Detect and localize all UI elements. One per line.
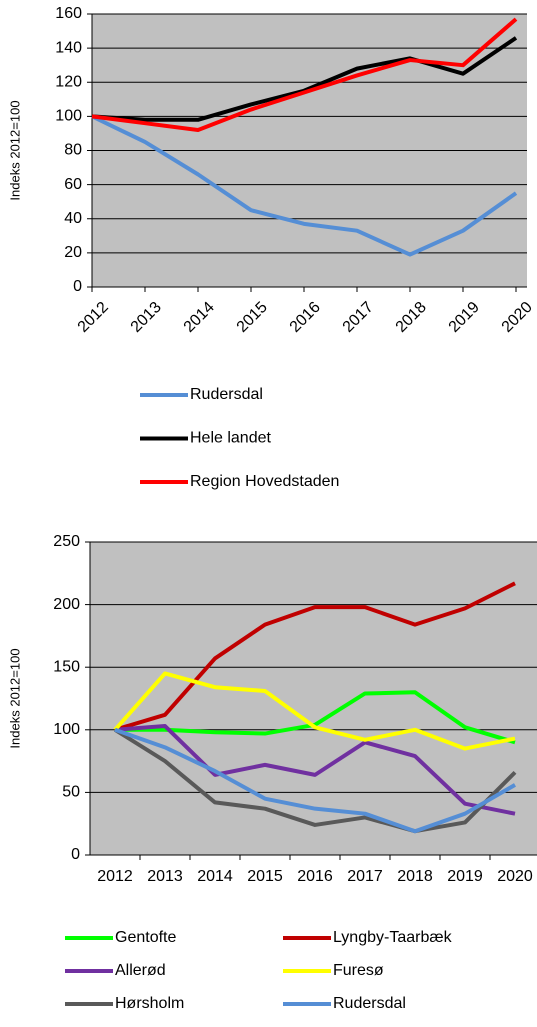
x-tick-label: 2014 [197, 868, 233, 885]
x-tick-label: 2013 [147, 868, 183, 885]
x-tick-label: 2018 [393, 299, 430, 336]
y-tick-label: 20 [64, 244, 82, 261]
x-tick-label: 2020 [497, 868, 533, 885]
series-line [91, 114, 518, 257]
legend-label: Lyngby-Taarbæk [333, 929, 453, 946]
legend-label: Rudersdal [190, 386, 263, 403]
series-line [115, 690, 516, 745]
series-line [114, 581, 516, 732]
x-tick-label: 2018 [397, 868, 433, 885]
series-line [114, 727, 516, 834]
y-axis-label: Indeks 2012=100 [7, 100, 22, 200]
x-tick-label: 2020 [499, 299, 536, 336]
x-tick-label: 2014 [181, 299, 218, 336]
x-tick-label: 2013 [128, 299, 165, 336]
series-line [113, 728, 517, 834]
series-line [113, 671, 516, 751]
y-tick-label: 200 [53, 596, 80, 613]
x-tick-label: 2019 [446, 299, 483, 336]
x-tick-label: 2012 [97, 868, 133, 885]
x-tick-label: 2019 [447, 868, 483, 885]
y-tick-label: 150 [53, 658, 80, 675]
x-tick-label: 2017 [340, 299, 377, 336]
x-tick-label: 2015 [247, 868, 283, 885]
legend-label: Gentofte [115, 929, 176, 946]
y-tick-label: 100 [53, 721, 80, 738]
x-tick-label: 2012 [75, 299, 112, 336]
y-tick-label: 0 [73, 278, 82, 295]
series-line [114, 724, 516, 816]
y-tick-label: 100 [55, 108, 82, 125]
x-tick-label: 2015 [234, 299, 271, 336]
legend-label: Region Hovedstaden [190, 473, 339, 490]
legend-label: Hørsholm [115, 995, 184, 1012]
series-line [91, 17, 518, 133]
legend-label: Allerød [115, 962, 166, 979]
y-axis-label: Indeks 2012=100 [7, 648, 22, 748]
y-tick-label: 80 [64, 142, 82, 159]
legend-label: Hele landet [190, 430, 272, 447]
legend-label: Furesø [333, 962, 384, 979]
y-tick-label: 140 [55, 39, 82, 56]
legend-label: Rudersdal [333, 995, 406, 1012]
x-tick-label: 2016 [287, 299, 324, 336]
y-tick-label: 50 [62, 784, 80, 801]
x-tick-label: 2017 [347, 868, 383, 885]
y-tick-label: 60 [64, 176, 82, 193]
y-tick-label: 250 [53, 533, 80, 550]
y-tick-label: 0 [71, 846, 80, 863]
y-tick-label: 120 [55, 73, 82, 90]
y-tick-label: 160 [55, 5, 82, 22]
x-tick-label: 2016 [297, 868, 333, 885]
y-tick-label: 40 [64, 210, 82, 227]
